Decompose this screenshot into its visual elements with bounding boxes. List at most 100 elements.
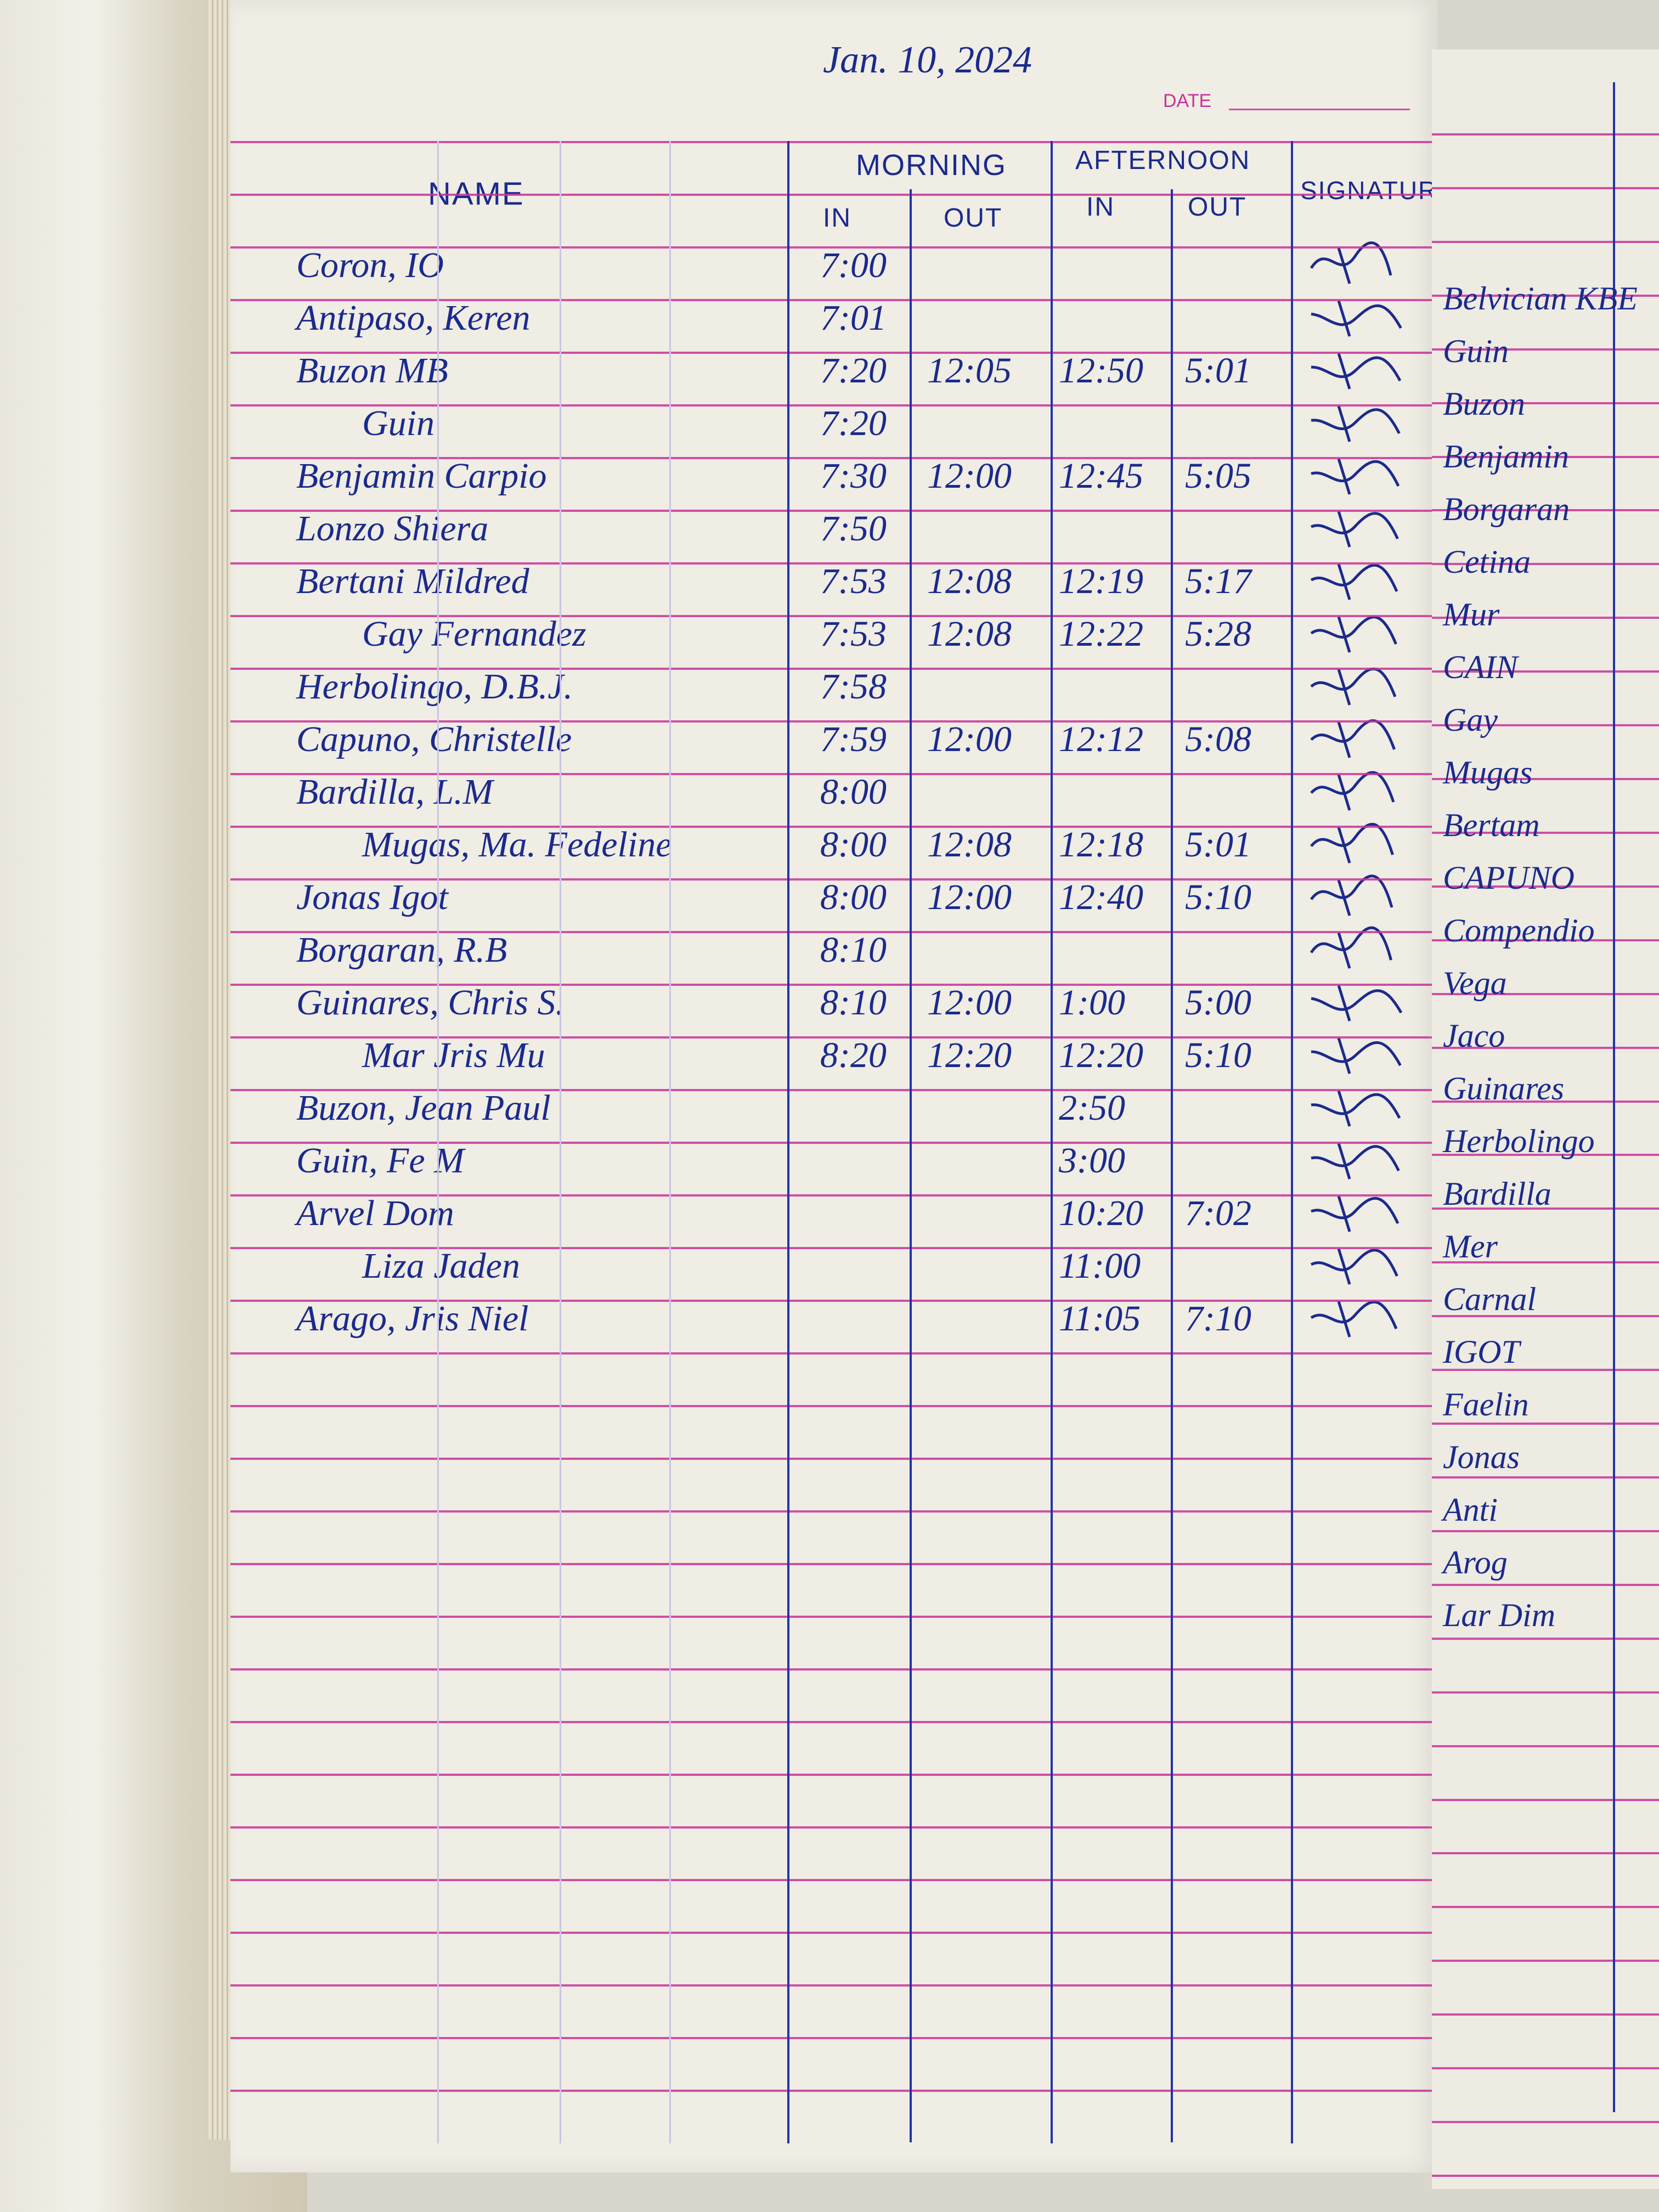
employee-name: Mar Jris Mu: [362, 1035, 545, 1075]
ruled-line: [1432, 456, 1659, 458]
time-pm-in: 12:40: [1059, 877, 1143, 917]
time-pm-out: 5:05: [1185, 456, 1251, 496]
employee-name: Gay Fernandez: [362, 614, 586, 654]
time-pm-in: 3:00: [1059, 1141, 1125, 1181]
signature-mark: [1311, 1195, 1400, 1232]
ruled-line: [230, 1194, 1437, 1197]
time-am-in: 8:20: [820, 1035, 887, 1075]
ruled-line: [230, 931, 1437, 933]
ruled-line: [1432, 1207, 1659, 1210]
attendance-row: Arago, Jris Niel 11:05 7:10: [230, 1290, 1437, 1343]
signature-mark: [1310, 616, 1397, 653]
faint-column-line: [437, 141, 439, 2143]
time-pm-in: 12:18: [1059, 825, 1143, 865]
employee-name: Bertani Mildred: [296, 561, 529, 601]
time-pm-in: 10:20: [1059, 1193, 1143, 1233]
ruled-line: [230, 2037, 1437, 2039]
ruled-line: [1432, 1745, 1659, 1747]
right-page-name: Jonas: [1443, 1439, 1520, 1475]
signature-mark: [1311, 300, 1402, 337]
right-page-name: CAPUNO: [1443, 860, 1575, 896]
faint-column-line: [560, 141, 561, 2143]
time-pm-out: 7:10: [1185, 1299, 1251, 1339]
time-am-out: 12:00: [927, 983, 1012, 1023]
date-label: DATE: [1163, 91, 1212, 111]
time-am-out: 12:00: [927, 719, 1012, 759]
column-line: [787, 141, 789, 2143]
employee-name: Guin: [362, 403, 435, 443]
time-am-in: 8:10: [820, 930, 887, 970]
time-am-in: 7:53: [820, 561, 887, 601]
employee-name: Arago, Jris Niel: [296, 1299, 529, 1339]
employee-name: Buzon MB: [296, 351, 448, 391]
ruled-line: [1432, 617, 1659, 619]
ruled-line: [1432, 1154, 1659, 1156]
ruled-line: [1432, 1423, 1659, 1425]
time-pm-in: 12:19: [1059, 561, 1143, 601]
afternoon-in-header: IN: [1086, 193, 1115, 222]
ruled-line: [230, 1721, 1437, 1723]
ruled-line: [230, 2090, 1437, 2092]
signature-mark: [1310, 1248, 1398, 1285]
ruled-line: [230, 1932, 1437, 1934]
ruled-line: [230, 984, 1437, 986]
time-am-out: 12:08: [927, 561, 1012, 601]
attendance-row: Capuno, Christelle 7:59 12:00 12:12 5:08: [230, 711, 1437, 764]
signature-mark: [1311, 405, 1401, 442]
right-page-name: Benjamin: [1443, 438, 1569, 475]
time-pm-in: 12:22: [1059, 614, 1143, 654]
signature-header: SIGNATURE: [1300, 176, 1455, 205]
employee-name: Liza Jaden: [362, 1246, 520, 1286]
ruled-line: [230, 457, 1437, 459]
ruled-line: [230, 1405, 1437, 1407]
signature-mark: [1310, 1300, 1398, 1338]
employee-name: Arvel Dom: [296, 1193, 454, 1233]
right-page-name: Buzon: [1443, 386, 1525, 422]
attendance-row: Arvel Dom 10:20 7:02: [230, 1185, 1437, 1238]
attendance-row: Bardilla, L.M 8:00: [230, 764, 1437, 816]
ruled-line: [230, 773, 1437, 775]
attendance-row: Buzon, Jean Paul 2:50: [230, 1080, 1437, 1132]
ruled-line: [1432, 1101, 1659, 1103]
ruled-line: [1432, 133, 1659, 136]
ruled-line: [1432, 939, 1659, 941]
ruled-line: [1432, 1047, 1659, 1049]
ruled-line: [230, 1247, 1437, 1249]
time-pm-out: 5:00: [1185, 983, 1251, 1023]
ruled-line: [1432, 724, 1659, 726]
signature-mark: [1310, 511, 1399, 548]
ruled-line: [230, 1089, 1437, 1091]
time-am-out: 12:08: [927, 825, 1012, 865]
right-page-name: Anti: [1443, 1492, 1498, 1528]
time-pm-out: 7:02: [1185, 1193, 1251, 1233]
right-page-name: Vega: [1443, 965, 1507, 1001]
ruled-line: [230, 1616, 1437, 1618]
ruled-line: [230, 1458, 1437, 1460]
date-line: [1229, 109, 1410, 110]
signature-mark: [1310, 667, 1397, 706]
right-page-name: Carnal: [1443, 1281, 1537, 1317]
ruled-line: [230, 1036, 1437, 1039]
ruled-line: [230, 1826, 1437, 1829]
ruled-line: [1432, 993, 1659, 995]
ruled-line: [230, 246, 1437, 249]
time-am-in: 7:58: [820, 667, 887, 707]
employee-name: Guinares, Chris S.: [296, 983, 565, 1023]
time-am-in: 7:01: [820, 298, 887, 338]
signature-mark: [1310, 874, 1393, 916]
ruled-line: [1432, 1584, 1659, 1586]
right-page-name: Herbolingo: [1443, 1123, 1595, 1159]
right-page-name: Guinares: [1443, 1070, 1565, 1107]
right-page-name: Gay: [1443, 702, 1498, 738]
ruled-line: [230, 1563, 1437, 1565]
ruled-line: [1432, 832, 1659, 834]
ruled-line: [1432, 670, 1659, 673]
attendance-row: Jonas Igot 8:00 12:00 12:40 5:10: [230, 869, 1437, 922]
right-page-name: Lar Dim: [1443, 1597, 1556, 1633]
employee-name: Guin, Fe M: [296, 1141, 465, 1181]
employee-name: Coron, IO: [296, 245, 444, 285]
right-page-name: Compendio: [1443, 912, 1595, 949]
signature-mark: [1310, 822, 1394, 864]
ruled-line: [1432, 1369, 1659, 1371]
time-pm-in: 12:20: [1059, 1035, 1143, 1075]
